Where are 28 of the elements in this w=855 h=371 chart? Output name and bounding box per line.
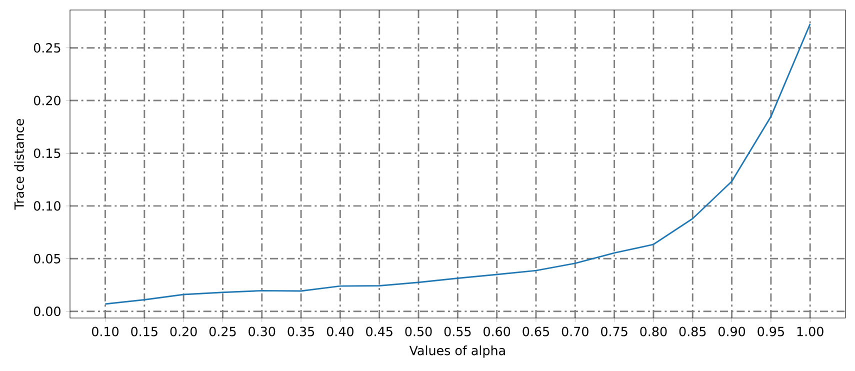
x-tick-label: 0.35	[288, 326, 314, 336]
x-tick-label: 0.55	[444, 326, 471, 336]
x-tick-label: 0.95	[758, 326, 784, 336]
y-tick-label: 0.05	[34, 254, 60, 264]
x-tick-label: 0.30	[248, 326, 276, 336]
line-series	[104, 23, 811, 305]
y-tick-label: 0.25	[34, 43, 60, 53]
y-tick-label: 0.15	[34, 148, 60, 158]
x-tick-label: 1.00	[797, 326, 824, 336]
x-tick-label: 0.70	[562, 326, 588, 336]
x-tick-label: 0.65	[522, 326, 549, 336]
y-axis-title: Trace distance	[14, 119, 24, 210]
x-tick-label: 0.40	[326, 326, 354, 336]
x-tick-label: 0.85	[679, 326, 706, 336]
x-tick-label: 0.75	[601, 326, 628, 336]
x-tick-label: 0.10	[92, 326, 118, 336]
x-tick-label: 0.80	[640, 326, 667, 336]
y-tick-label: 0.00	[34, 306, 60, 316]
x-tick-label: 0.45	[366, 326, 392, 336]
x-axis-title: Values of alpha	[409, 345, 505, 358]
x-tick-label: 0.90	[718, 326, 746, 336]
x-tick-label: 0.15	[131, 326, 158, 336]
x-tick-label: 0.25	[209, 326, 236, 336]
y-tick-label: 0.20	[34, 96, 60, 106]
y-tick-label: 0.10	[34, 201, 60, 211]
x-tick-label: 0.50	[405, 326, 432, 336]
x-tick-label: 0.20	[170, 326, 197, 336]
x-tick-label: 0.60	[484, 326, 510, 336]
